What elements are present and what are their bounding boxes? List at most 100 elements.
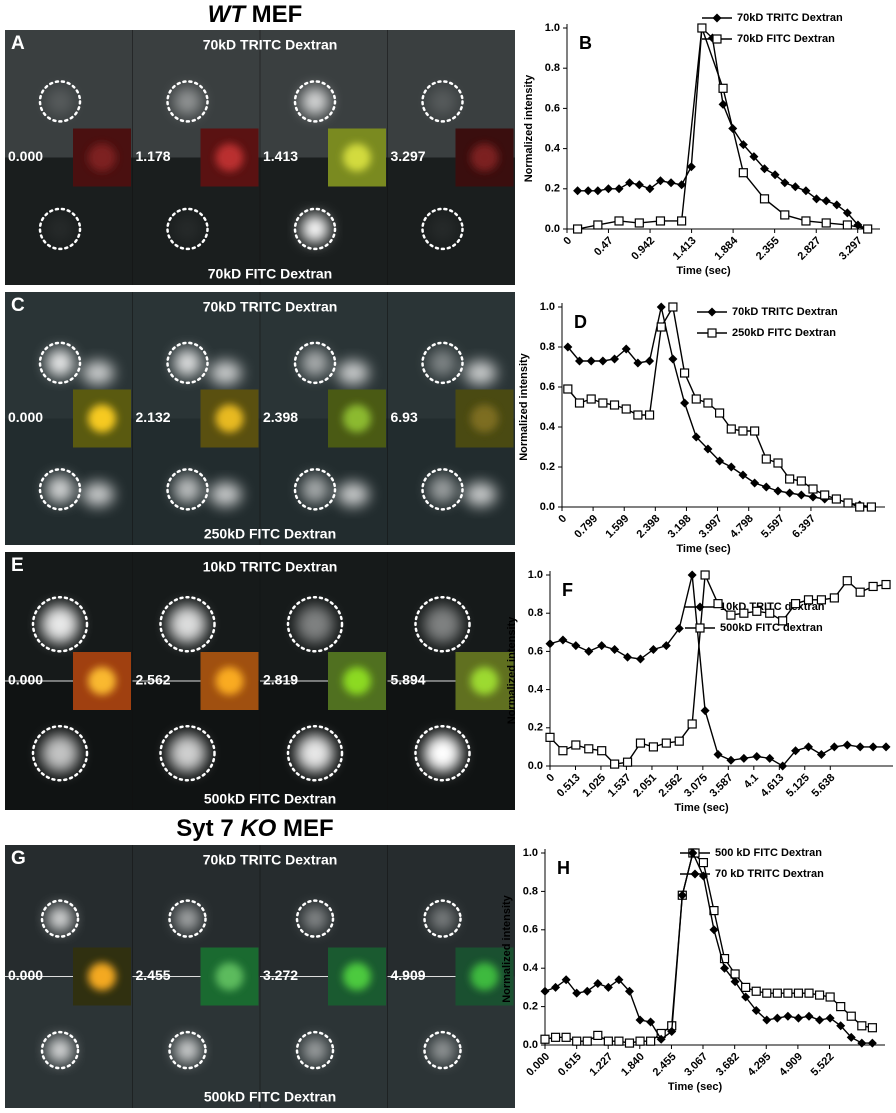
roi-circle (421, 468, 464, 511)
data-point (550, 1032, 561, 1042)
overlay-spot (343, 143, 371, 172)
roi-circle (293, 341, 337, 385)
y-axis-title: Normalized intensity (506, 616, 518, 724)
time-label: 0.000 (8, 967, 43, 983)
data-point (816, 750, 826, 760)
roi-circle (40, 899, 80, 938)
time-label: 1.413 (263, 148, 298, 164)
y-tick-label: 0.4 (523, 962, 539, 974)
data-point (582, 986, 592, 996)
panel-label: A (11, 33, 25, 54)
panel-label: C (11, 295, 25, 316)
x-tick-label: 3.297 (837, 235, 865, 263)
x-tick-label: 1.227 (587, 1051, 615, 1079)
data-point (749, 152, 759, 162)
data-point (829, 742, 839, 752)
x-tick-label: 2.455 (651, 1051, 679, 1079)
data-point (633, 358, 643, 368)
data-point (572, 224, 583, 234)
legend-marker (695, 623, 705, 633)
y-tick-label: 0.2 (540, 461, 555, 473)
y-tick-label: 0.8 (540, 341, 555, 353)
data-point (623, 652, 633, 662)
heading-text: MEF (283, 815, 334, 842)
data-point (730, 969, 740, 979)
roi-circle (38, 80, 82, 123)
glow (173, 475, 202, 504)
overlay-spot (215, 667, 244, 695)
glow (174, 906, 201, 932)
time-label: 2.455 (136, 967, 171, 983)
time-label: 3.297 (391, 148, 426, 164)
x-tick-label: 3.587 (708, 772, 736, 800)
data-point (739, 753, 749, 763)
legend-label: 70kD TRITC Dextran (737, 12, 843, 24)
overlay-spot (343, 667, 371, 695)
glow (209, 482, 242, 507)
data-point (648, 644, 658, 654)
data-point (598, 398, 608, 408)
data-point (635, 738, 646, 748)
y-axis-title: Normalized intensity (518, 352, 530, 460)
data-point (677, 890, 687, 900)
glow (46, 87, 74, 116)
x-tick-label: 2.051 (631, 772, 659, 800)
data-point (603, 1036, 613, 1046)
data-point (765, 608, 775, 618)
data-point (803, 595, 814, 605)
glow (168, 734, 207, 773)
legend-label: 500 kD FITC Dextran (715, 847, 822, 859)
data-point (656, 1034, 666, 1044)
data-point (574, 398, 585, 408)
x-tick-label: 3.075 (682, 772, 710, 800)
data-point (750, 426, 760, 436)
glow (428, 348, 457, 377)
panel-label: D (574, 312, 587, 332)
panel-label: E (11, 555, 24, 576)
x-tick-label: 2.355 (754, 235, 782, 263)
x-tick-label: 3.067 (682, 1051, 710, 1079)
roi-circle (159, 595, 216, 653)
section-heading: WT MEF (208, 1, 303, 28)
section-heading: Syt 7 KO MEF (176, 815, 333, 842)
roi-circle (38, 207, 82, 251)
roi-circle (166, 207, 209, 251)
x-tick-label: 5.638 (809, 772, 837, 800)
x-axis-title: Time (sec) (676, 543, 731, 555)
roi-circle (168, 899, 207, 938)
y-tick-label: 0.8 (523, 885, 538, 897)
x-tick-label: 1.599 (603, 513, 631, 541)
y-tick-label: 1.0 (523, 847, 538, 859)
data-point (573, 186, 583, 196)
glow (82, 482, 114, 507)
data-point (829, 593, 839, 603)
data-point (655, 216, 666, 226)
data-point (857, 1038, 867, 1048)
data-point (593, 186, 603, 196)
data-point (816, 595, 827, 605)
y-tick-label: 0.2 (523, 1001, 538, 1013)
data-point (713, 750, 723, 760)
x-tick-label: 0 (561, 235, 574, 248)
overlay-spot (470, 143, 499, 172)
glow (428, 475, 457, 504)
data-point (614, 216, 624, 226)
data-point (785, 488, 795, 498)
glow (429, 1037, 456, 1063)
roi-circle (293, 207, 337, 251)
x-tick-label: 2.398 (635, 513, 663, 541)
heading-text: MEF (252, 1, 303, 28)
y-tick-label: 0.6 (540, 381, 555, 393)
heading-text: Syt 7 (176, 815, 233, 842)
data-point (846, 1032, 856, 1042)
data-point (644, 410, 655, 420)
data-point (842, 576, 852, 586)
roi-circle (159, 724, 216, 782)
data-point (750, 478, 760, 488)
data-point (610, 644, 620, 654)
data-point (645, 184, 655, 194)
y-tick-label: 0.0 (528, 760, 543, 772)
overlay-spot (88, 143, 116, 172)
glow (209, 360, 242, 385)
data-point (571, 740, 581, 750)
